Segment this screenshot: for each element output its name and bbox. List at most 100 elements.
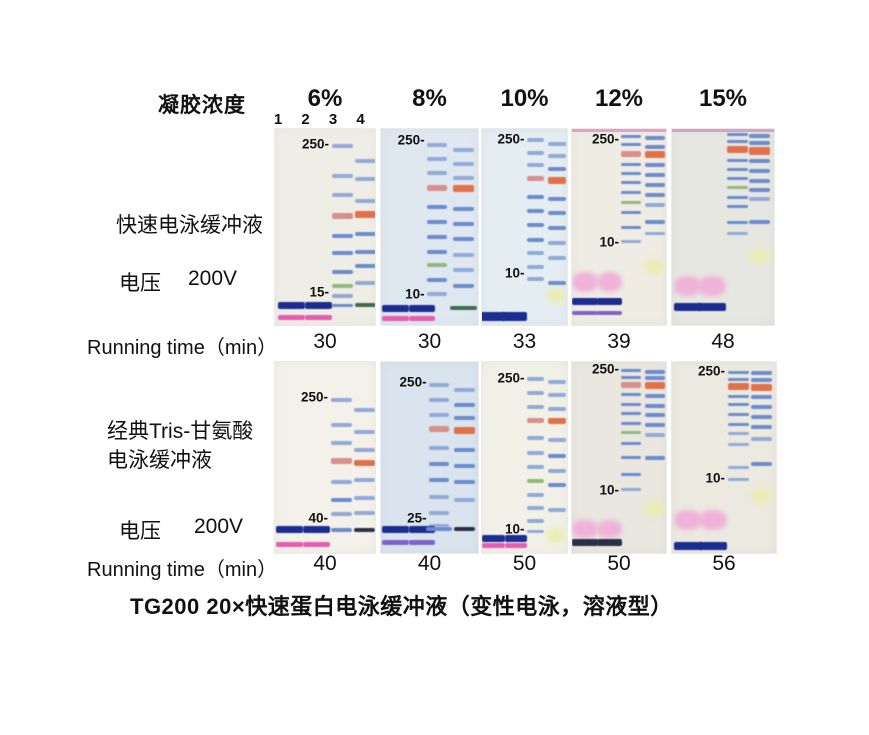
gel-band bbox=[727, 383, 750, 391]
gel-band bbox=[429, 494, 450, 499]
concentration-label-8%: 8% bbox=[412, 85, 447, 112]
gel-photo-row1-15% bbox=[672, 129, 774, 325]
gel-band bbox=[526, 492, 545, 497]
gel-band bbox=[621, 181, 642, 185]
gel-band bbox=[453, 253, 474, 258]
gel-band bbox=[331, 293, 353, 298]
gel-band bbox=[353, 527, 375, 532]
gel-band bbox=[547, 393, 566, 398]
gel-band bbox=[427, 263, 448, 268]
lane-number-3: 3 bbox=[328, 111, 338, 128]
marker-weight-label-25: 25- bbox=[407, 510, 427, 526]
gel-band bbox=[547, 438, 566, 443]
gel-band bbox=[353, 510, 375, 515]
gel-band bbox=[382, 539, 409, 545]
gel-band bbox=[354, 210, 375, 218]
gel-band bbox=[726, 186, 748, 190]
gel-band bbox=[749, 196, 771, 201]
gel-band bbox=[596, 520, 623, 539]
gel-band bbox=[427, 184, 448, 191]
gel-band bbox=[621, 369, 642, 373]
gel-band bbox=[526, 163, 545, 168]
gel-band bbox=[644, 182, 665, 187]
marker-weight-label-10: 10- bbox=[599, 234, 619, 250]
gel-top-edge bbox=[672, 129, 774, 132]
gel-band bbox=[750, 370, 773, 375]
gel-band bbox=[644, 144, 665, 149]
gel-band bbox=[526, 176, 545, 182]
gel-band bbox=[621, 456, 642, 459]
gel-band bbox=[331, 283, 353, 288]
voltage-label: 电压 bbox=[119, 272, 161, 295]
gel-band bbox=[408, 539, 435, 545]
gel-band bbox=[429, 425, 450, 432]
gel-band bbox=[644, 220, 665, 225]
gel-band bbox=[547, 154, 566, 159]
gel-band bbox=[526, 404, 545, 409]
gel-band bbox=[547, 483, 566, 488]
gel-band bbox=[750, 424, 773, 429]
gel-band bbox=[277, 315, 305, 321]
gel-band bbox=[429, 462, 450, 467]
marker-weight-label-250: 250- bbox=[301, 136, 329, 152]
voltage-row2: 电压 200V bbox=[119, 515, 243, 545]
marker-weight-label-250: 250- bbox=[497, 131, 525, 147]
gel-band bbox=[748, 247, 771, 263]
gel-band bbox=[526, 506, 545, 511]
gel-band bbox=[526, 276, 545, 281]
gel-band bbox=[330, 423, 352, 428]
running-time-value: 50 bbox=[607, 552, 631, 575]
gel-band bbox=[354, 249, 375, 254]
gel-band bbox=[749, 169, 771, 174]
gel-band bbox=[330, 527, 352, 532]
voltage-value: 200V bbox=[194, 515, 244, 538]
gel-band bbox=[621, 171, 642, 175]
gel-band bbox=[572, 538, 598, 546]
gel-band bbox=[698, 275, 726, 296]
gel-band bbox=[644, 413, 665, 418]
gel-band bbox=[644, 432, 665, 437]
gel-band bbox=[454, 427, 475, 435]
gel-band bbox=[572, 271, 598, 292]
gel-band bbox=[621, 412, 642, 416]
gel-band bbox=[429, 478, 450, 483]
gel-band bbox=[572, 520, 598, 539]
gel-band bbox=[547, 528, 567, 544]
buffer-line: 经典Tris-甘氨酸 bbox=[107, 420, 254, 443]
gel-band bbox=[354, 176, 375, 181]
gel-concentration-header: 凝胶浓度 bbox=[158, 94, 246, 117]
gel-band bbox=[621, 402, 642, 406]
gel-band bbox=[526, 137, 545, 142]
gel-band bbox=[750, 462, 773, 467]
gel-band bbox=[750, 384, 773, 392]
gel-band bbox=[698, 509, 727, 530]
gel-band bbox=[621, 191, 642, 195]
lane-number-2: 2 bbox=[301, 111, 310, 128]
gel-band bbox=[454, 464, 475, 469]
gel-band bbox=[354, 264, 375, 269]
gel-band bbox=[427, 171, 448, 176]
running-time-value: 50 bbox=[512, 552, 537, 575]
gel-band bbox=[727, 394, 750, 398]
gel-band bbox=[644, 394, 665, 399]
gel-band bbox=[749, 187, 771, 192]
gel-band bbox=[382, 525, 409, 533]
gel-band bbox=[673, 509, 702, 530]
gel-band bbox=[726, 167, 748, 171]
gel-band bbox=[526, 519, 545, 524]
gel-top-edge bbox=[572, 129, 666, 132]
gel-band bbox=[331, 192, 353, 197]
gel-band bbox=[644, 163, 665, 168]
gel-band bbox=[644, 192, 665, 197]
gel-band bbox=[429, 398, 450, 403]
gel-band bbox=[526, 223, 545, 228]
gel-band bbox=[596, 297, 623, 305]
gel-band bbox=[330, 480, 352, 485]
gel-band bbox=[526, 436, 545, 441]
gel-band bbox=[727, 465, 750, 469]
gel-band bbox=[547, 225, 566, 230]
gel-band bbox=[482, 311, 505, 321]
gel-band bbox=[547, 211, 566, 216]
gel-band bbox=[750, 404, 773, 409]
gel-band bbox=[644, 173, 665, 178]
